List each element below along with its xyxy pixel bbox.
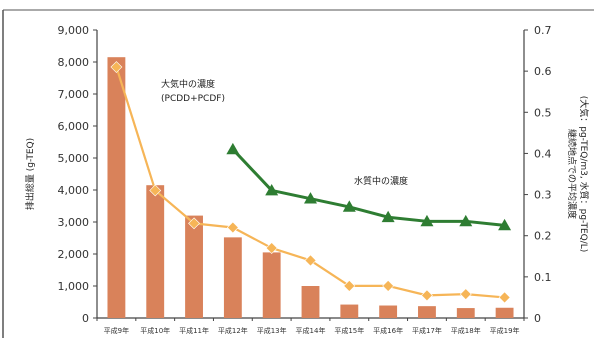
right-tick-label: 0.3 — [534, 189, 552, 202]
left-tick-label: 0 — [82, 312, 89, 325]
air-series-label-sub: (PCDD+PCDF) — [161, 94, 225, 104]
x-tick-label: 平成13年 — [257, 326, 287, 335]
water-point — [420, 214, 434, 227]
air-point — [226, 221, 239, 234]
air-point — [421, 289, 433, 302]
air-point — [498, 291, 511, 304]
water-series-label: 水質中の濃度 — [354, 175, 408, 187]
water-point — [304, 192, 317, 204]
x-tick-label: 平成18年 — [451, 326, 481, 335]
air-point — [304, 254, 317, 267]
left-tick-label: 9,000 — [58, 24, 90, 37]
left-tick-label: 3,000 — [58, 216, 90, 229]
bar — [495, 307, 514, 318]
left-axis-title: 排出総量 (g-TEQ) — [24, 138, 36, 210]
right-tick-label: 0 — [534, 312, 541, 325]
water-point — [265, 183, 279, 196]
bar — [456, 308, 475, 318]
right-axis-title: 継続地点での平均濃度 — [566, 129, 578, 219]
bar — [379, 305, 398, 318]
right-axis-title-sub: (大気：pg-TEQ/m3, 水質：pg-TEQ/L) — [578, 96, 590, 253]
axes-layer — [2, 9, 594, 338]
lines-layer — [110, 61, 512, 304]
air-point — [188, 217, 200, 230]
bars-layer — [107, 57, 514, 318]
water-concentration-line — [231, 148, 505, 227]
bar — [107, 57, 126, 318]
air-series-label: 大気中の濃度 — [161, 78, 215, 90]
water-point — [459, 214, 473, 227]
bar — [185, 215, 203, 318]
bar — [340, 304, 359, 318]
right-tick-label: 0.2 — [534, 230, 552, 243]
left-tick-label: 5,000 — [58, 152, 90, 165]
x-tick-label: 平成12年 — [218, 326, 248, 335]
left-tick-label: 8,000 — [58, 56, 90, 69]
bar — [223, 237, 242, 318]
bar — [146, 185, 165, 318]
right-tick-label: 0.4 — [534, 147, 552, 160]
water-point — [226, 142, 240, 155]
water-point — [381, 210, 395, 223]
bar — [301, 286, 320, 318]
bar — [262, 252, 281, 318]
air-point — [382, 279, 395, 292]
right-tick-label: 0.5 — [534, 106, 552, 119]
air-point — [265, 242, 278, 254]
right-tick-label: 0.7 — [534, 24, 552, 37]
left-tick-label: 2,000 — [58, 248, 90, 261]
x-tick-label: 平成14年 — [296, 326, 326, 335]
left-tick-label: 1,000 — [58, 280, 90, 293]
air-point — [149, 184, 162, 197]
water-point — [342, 200, 356, 212]
right-tick-label: 0.6 — [534, 65, 552, 78]
right-tick-label: 0.1 — [534, 271, 552, 284]
air-point — [343, 279, 356, 292]
water-point — [498, 218, 512, 231]
bar — [418, 306, 436, 318]
x-tick-label: 平成17年 — [412, 326, 442, 335]
air-point — [459, 288, 472, 301]
left-tick-label: 6,000 — [58, 120, 90, 133]
text-layer: 0 1,000 2,000 3,000 4,000 5,000 6,000 7,000 8,00… — [24, 24, 590, 335]
left-tick-label: 7,000 — [58, 88, 90, 101]
x-tick-label: 平成11年 — [179, 326, 209, 335]
x-tick-label: 平成19年 — [490, 326, 520, 335]
left-tick-label: 4,000 — [58, 184, 90, 197]
x-tick-label: 平成10年 — [140, 326, 170, 335]
air-point — [110, 61, 123, 73]
x-tick-label: 平成9年 — [104, 326, 129, 335]
x-tick-label: 平成15年 — [334, 326, 364, 335]
x-tick-label: 平成16年 — [373, 326, 403, 335]
